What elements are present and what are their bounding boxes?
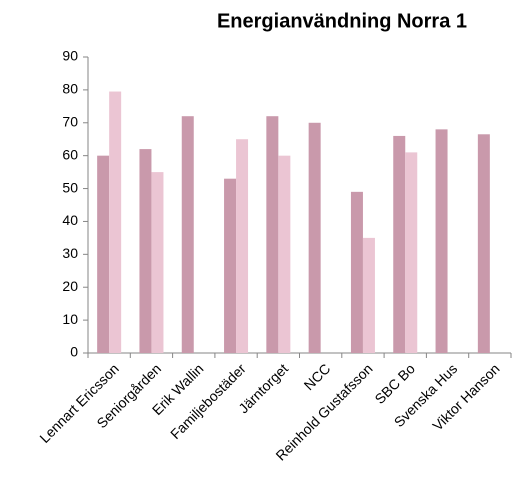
bar [139,149,152,353]
bar [109,91,122,354]
bar [181,116,194,353]
bar [278,155,291,353]
bar [151,172,164,353]
bar [308,122,321,354]
y-tick-label: 50 [62,179,78,195]
bar [477,134,490,353]
bar [350,191,363,353]
bar [236,139,249,353]
bar [266,116,279,353]
bar [362,237,375,353]
x-tick-label: Familjebostäder [167,360,249,442]
bar [435,129,448,353]
bar [97,155,110,353]
bar [224,178,237,353]
y-tick-label: 40 [62,212,78,228]
y-tick-label: 30 [62,245,78,261]
y-tick-label: 90 [62,48,78,64]
y-tick-label: 60 [62,146,78,162]
y-tick-label: 0 [70,344,78,360]
y-tick-label: 10 [62,311,78,327]
y-tick-label: 80 [62,81,78,97]
chart-title: Energianvändning Norra 1 [217,10,467,32]
bar [405,152,418,353]
x-tick-label: NCC [301,360,334,393]
y-tick-label: 20 [62,278,78,294]
bar [393,135,406,353]
y-tick-label: 70 [62,113,78,129]
